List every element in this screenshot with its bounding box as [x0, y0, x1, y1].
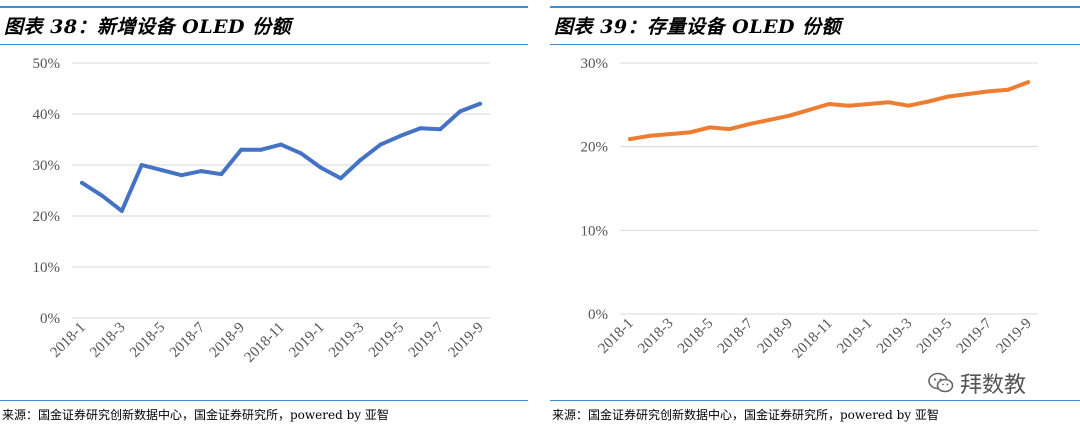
data-point — [438, 127, 443, 132]
data-point — [478, 101, 482, 106]
source-bar: 来源：国金证券研究创新数据中心，国金证券研究所，powered by 亚智 — [550, 400, 1080, 426]
data-point — [179, 173, 184, 178]
data-point — [318, 165, 323, 170]
title-bar: 图表 38：新增设备 OLED 份额 — [0, 6, 528, 45]
data-point — [747, 122, 752, 127]
line-chart-new-devices: 0%10%20%30%40%50%2018-12018-32018-52018-… — [33, 56, 490, 366]
y-tick-label: 10% — [581, 223, 609, 239]
x-tick-label: 2019-5 — [914, 316, 955, 357]
x-tick-label: 2018-11 — [242, 320, 288, 366]
y-tick-label: 0% — [40, 311, 60, 327]
data-point — [966, 91, 971, 96]
title-bar: 图表 39：存量设备 OLED 份额 — [550, 6, 1080, 45]
data-point — [358, 157, 363, 162]
watermark-text: 拜数教 — [960, 373, 1027, 398]
x-tick-label: 2018-7 — [167, 319, 209, 361]
data-point — [119, 208, 124, 213]
source-note: 来源：国金证券研究创新数据中心，国金证券研究所，powered by 亚智 — [552, 408, 939, 422]
x-tick-label: 2018-5 — [675, 316, 716, 357]
data-point — [418, 126, 423, 131]
x-tick-label: 2019-7 — [954, 315, 996, 357]
x-tick-label: 2018-3 — [87, 320, 128, 361]
y-tick-label: 20% — [33, 209, 61, 225]
data-point — [986, 89, 991, 94]
data-point — [279, 142, 283, 147]
y-tick-label: 50% — [33, 56, 61, 72]
data-point — [946, 94, 951, 99]
x-tick-label: 2019-3 — [874, 316, 915, 357]
line-chart-installed-base: 0%10%20%30%2018-12018-32018-52018-72018-… — [581, 56, 1038, 362]
y-tick-label: 40% — [33, 107, 61, 123]
series-line — [80, 101, 482, 213]
source-bar: 来源：国金证券研究创新数据中心，国金证券研究所，powered by 亚智 — [0, 400, 528, 426]
source-note: 来源：国金证券研究创新数据中心，国金证券研究所，powered by 亚智 — [2, 408, 389, 422]
x-tick-label: 2018-3 — [635, 316, 676, 357]
data-point — [239, 147, 244, 152]
data-point — [139, 163, 144, 167]
x-tick-label: 2019-9 — [993, 316, 1034, 357]
x-tick-label: 2019-9 — [445, 320, 486, 361]
data-point — [199, 169, 204, 174]
data-point — [458, 109, 463, 114]
chart-title: 图表 38：新增设备 OLED 份额 — [4, 16, 292, 38]
data-point — [886, 100, 891, 105]
x-tick-label: 2018-11 — [790, 316, 836, 362]
x-tick-label: 2018-7 — [715, 315, 757, 357]
chart-panel-new-devices: 图表 38：新增设备 OLED 份额 0% 10% 20% 30% 40% 50% 2018… — [0, 0, 528, 430]
data-point — [80, 180, 84, 185]
data-point — [926, 99, 931, 104]
data-point — [727, 127, 732, 132]
wechat-icon — [928, 372, 954, 394]
data-point — [787, 113, 792, 118]
data-point — [378, 142, 383, 147]
y-tick-label: 30% — [581, 56, 609, 72]
data-point — [298, 151, 303, 156]
data-point — [767, 117, 772, 122]
data-point — [827, 101, 831, 106]
data-point — [807, 107, 812, 112]
data-point — [398, 133, 403, 138]
x-tick-label: 2019-5 — [366, 320, 407, 361]
data-point — [667, 132, 672, 137]
data-point — [159, 168, 164, 173]
data-point — [906, 103, 911, 108]
data-point — [1006, 87, 1011, 92]
data-point — [99, 193, 104, 198]
data-point — [647, 133, 652, 138]
data-point — [219, 172, 224, 177]
data-point — [338, 176, 343, 181]
watermark: 拜数教 — [928, 368, 1026, 398]
chart-title: 图表 39：存量设备 OLED 份额 — [554, 16, 842, 38]
y-tick-label: 30% — [33, 158, 61, 174]
data-point — [628, 137, 632, 142]
chart-panel-installed-base: 图表 39：存量设备 OLED 份额 0% 10% 20% 30% 2018-1 2018… — [550, 0, 1080, 430]
x-tick-label: 2019-3 — [326, 320, 367, 361]
x-tick-label: 2019-1 — [834, 316, 875, 357]
y-tick-label: 20% — [581, 140, 609, 156]
y-tick-label: 10% — [33, 260, 61, 276]
data-point — [687, 130, 692, 135]
x-tick-label: 2018-5 — [127, 320, 168, 361]
data-point — [866, 101, 871, 106]
x-tick-label: 2019-7 — [406, 319, 448, 361]
x-tick-label: 2019-1 — [286, 320, 327, 361]
data-point — [259, 147, 264, 152]
data-point — [1026, 80, 1030, 85]
y-tick-label: 0% — [588, 307, 608, 323]
data-point — [846, 103, 851, 108]
data-point — [707, 125, 712, 130]
